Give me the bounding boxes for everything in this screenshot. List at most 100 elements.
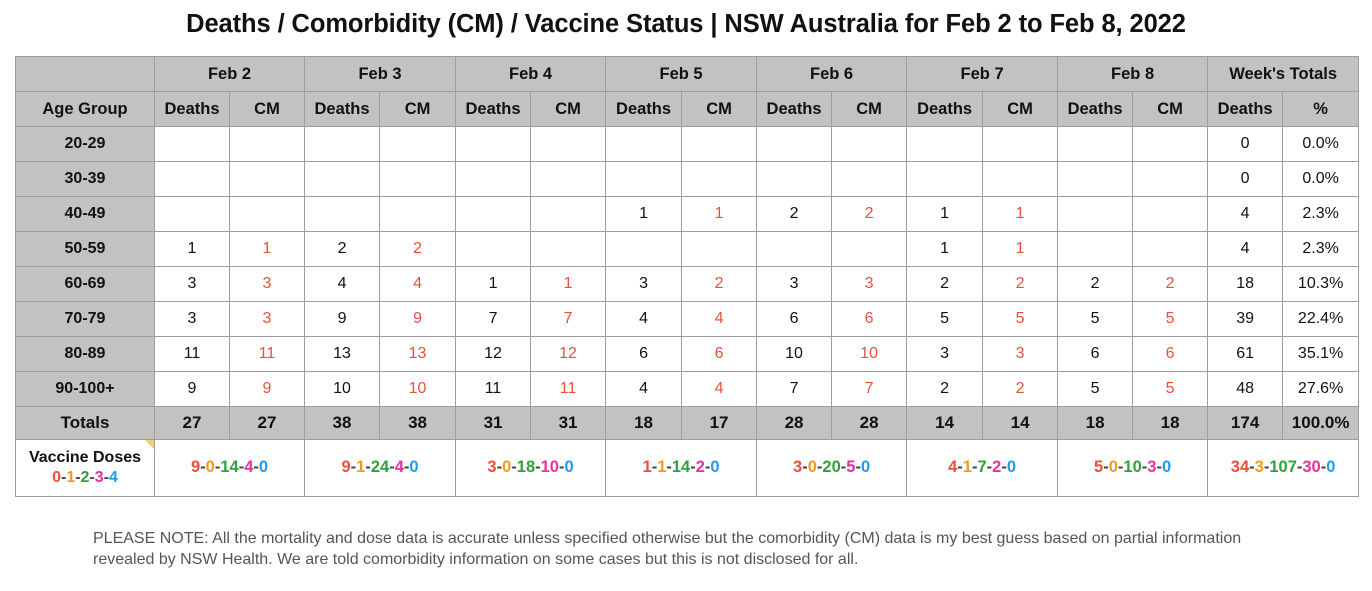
cm-cell — [379, 196, 457, 232]
table-row: 80-89 11 11 13 13 12 12 6 6 10 10 3 3 6 6 61 35.1% — [15, 336, 1360, 372]
total-deaths-cell: 27 — [154, 406, 230, 440]
dose-sequence: 9-1-24-4-0 — [341, 458, 418, 477]
percent-cell: 2.3% — [1282, 231, 1360, 267]
percent-cell: 2.3% — [1282, 196, 1360, 232]
dose-separator: - — [986, 458, 993, 476]
cm-cell — [831, 126, 908, 162]
dose-separator: - — [957, 458, 963, 476]
vaccine-doses-label-cell: Vaccine Doses 0-1-2-3-4 — [15, 439, 155, 497]
cm-cell: 3 — [831, 266, 908, 302]
dose-sequence: 9-0-14-4-0 — [191, 458, 268, 477]
dose-count: 1 — [356, 458, 366, 476]
total-cm-cell: 17 — [681, 406, 758, 440]
cm-cell: 5 — [1132, 371, 1209, 407]
dose-count: 14 — [671, 458, 691, 476]
cm-cell — [379, 161, 457, 197]
cm-cell: 7 — [831, 371, 908, 407]
cm-cell: 4 — [379, 266, 457, 302]
cm-cell — [530, 126, 607, 162]
cm-column-header: CM — [982, 91, 1059, 127]
cm-cell: 11 — [228, 336, 306, 372]
deaths-cell — [1057, 231, 1134, 267]
deaths-cell: 2 — [906, 266, 984, 302]
table-row: 70-79 3 3 9 9 7 7 4 4 6 6 5 5 5 5 39 22.4% — [15, 301, 1360, 337]
deaths-column-header: Deaths — [154, 91, 230, 127]
day-vaccine-doses: 3-0-20-5-0 — [756, 439, 908, 497]
dose-count: 3 — [1254, 458, 1264, 476]
vaccine-doses-label: Vaccine Doses — [28, 449, 142, 466]
cm-cell: 10 — [379, 371, 457, 407]
deaths-column-header: Deaths — [455, 91, 532, 127]
deaths-cell: 3 — [906, 336, 984, 372]
deaths-cell — [455, 196, 532, 232]
deaths-cell: 2 — [756, 196, 833, 232]
dose-separator: - — [1249, 458, 1255, 476]
dose-count: 0 — [205, 458, 215, 476]
age-group-header: Age Group — [15, 91, 155, 127]
cm-cell — [831, 231, 908, 267]
dose-count: 1 — [642, 458, 652, 476]
age-group-cell: 70-79 — [15, 301, 155, 337]
dose-separator: - — [1296, 458, 1303, 476]
dose-separator: - — [103, 469, 110, 486]
deaths-cell — [605, 231, 683, 267]
deaths-cell: 7 — [756, 371, 833, 407]
dose-separator: - — [511, 458, 517, 476]
deaths-cell — [906, 161, 984, 197]
cm-column-header: CM — [228, 91, 306, 127]
total-cm-cell: 14 — [982, 406, 1059, 440]
dose-separator: - — [1117, 458, 1124, 476]
deaths-column-header: Deaths — [605, 91, 683, 127]
total-cm-cell: 28 — [831, 406, 908, 440]
deaths-cell: 5 — [906, 301, 984, 337]
deaths-cell: 5 — [1057, 371, 1134, 407]
percent-cell: 22.4% — [1282, 301, 1360, 337]
cm-cell: 2 — [831, 196, 908, 232]
dose-count: 0 — [1326, 458, 1336, 476]
deaths-column-header: Deaths — [906, 91, 984, 127]
dose-sequence: 4-1-7-2-0 — [948, 458, 1016, 477]
total-cm-cell: 38 — [379, 406, 457, 440]
week-deaths-cell: 61 — [1207, 336, 1284, 372]
dose-count: 2 — [695, 458, 705, 476]
cm-cell: 2 — [681, 266, 758, 302]
deaths-cell — [455, 161, 532, 197]
percent-cell: 0.0% — [1282, 161, 1360, 197]
deaths-cell: 2 — [906, 371, 984, 407]
dose-count: 0 — [258, 458, 269, 476]
dose-sequence: 3-0-20-5-0 — [793, 458, 870, 477]
cm-cell: 6 — [1132, 336, 1209, 372]
header-row-days: Feb 2 Feb 3 Feb 4 Feb 5 Feb 6 Feb 7 Feb 8 Week'… — [15, 56, 1360, 92]
dose-count: 10 — [540, 458, 559, 476]
dose-separator: - — [496, 458, 503, 476]
deaths-cell — [304, 126, 381, 162]
total-cm-cell: 31 — [530, 406, 607, 440]
dose-separator: - — [403, 458, 410, 476]
deaths-cell: 7 — [455, 301, 532, 337]
deaths-cell: 13 — [304, 336, 381, 372]
age-group-cell: 90-100+ — [15, 371, 155, 407]
deaths-cell — [756, 231, 833, 267]
deaths-cell: 9 — [304, 301, 381, 337]
total-deaths-cell: 38 — [304, 406, 381, 440]
cm-cell: 1 — [530, 266, 607, 302]
deaths-cell: 2 — [304, 231, 381, 267]
cm-cell: 13 — [379, 336, 457, 372]
dose-color-key: 0-1-2-3-4 — [16, 468, 154, 488]
day-header: Feb 5 — [605, 56, 758, 92]
day-vaccine-doses: 3-0-18-10-0 — [455, 439, 607, 497]
total-deaths-cell: 18 — [1057, 406, 1134, 440]
dose-separator: - — [690, 458, 696, 476]
deaths-cell: 1 — [906, 231, 984, 267]
percent-cell: 10.3% — [1282, 266, 1360, 302]
day-vaccine-doses: 1-1-14-2-0 — [605, 439, 758, 497]
deaths-cell: 6 — [756, 301, 833, 337]
dose-count: 24 — [370, 458, 390, 476]
cm-cell: 1 — [681, 196, 758, 232]
week-deaths-cell: 4 — [1207, 196, 1284, 232]
dose-separator: - — [1141, 458, 1148, 476]
dose-count: 0 — [1108, 458, 1118, 476]
deaths-cell — [1057, 126, 1134, 162]
dose-sequence: 34-3-107-30-0 — [1231, 458, 1336, 477]
day-vaccine-doses: 9-0-14-4-0 — [153, 439, 306, 497]
